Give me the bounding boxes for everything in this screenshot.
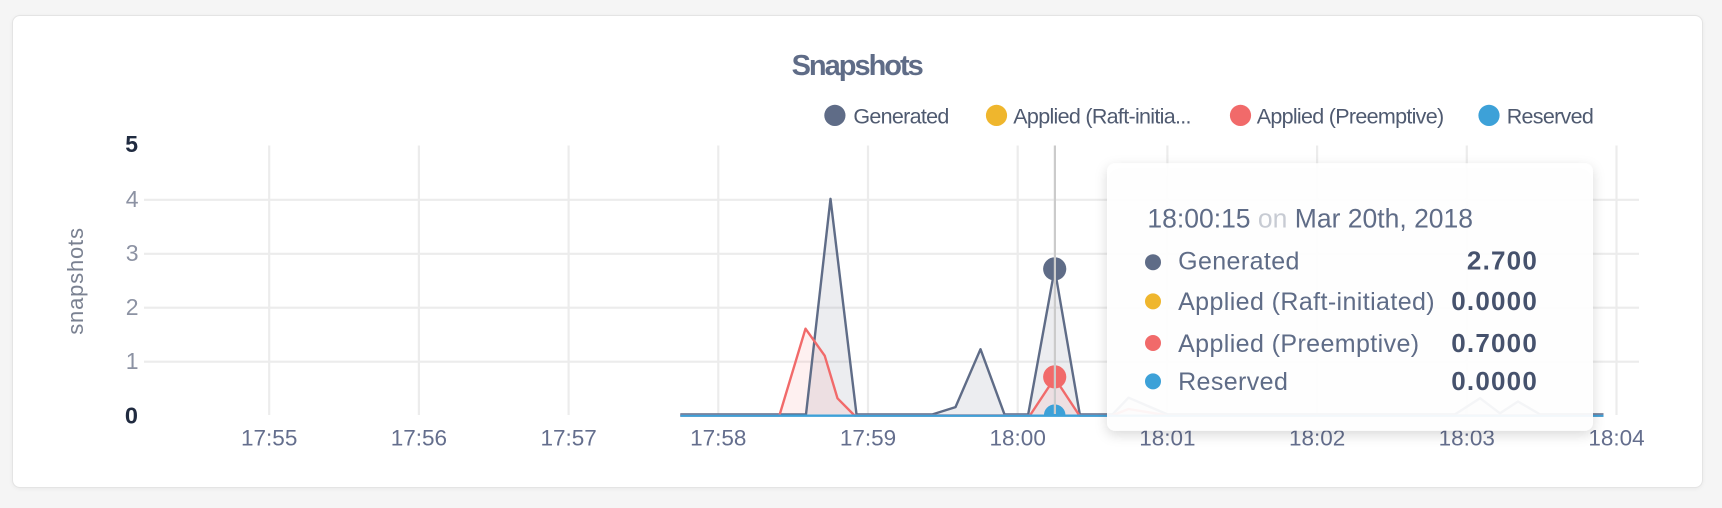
svg-text:Generated: Generated [1178, 248, 1300, 276]
svg-text:4: 4 [126, 186, 139, 212]
svg-text:Snapshots: Snapshots [792, 50, 923, 82]
svg-text:Applied (Raft-initia...: Applied (Raft-initia... [1013, 105, 1190, 129]
svg-text:snapshots: snapshots [63, 227, 88, 335]
svg-text:2.700: 2.700 [1467, 246, 1538, 276]
svg-text:Generated: Generated [853, 105, 948, 129]
svg-text:Applied (Raft-initiated): Applied (Raft-initiated) [1178, 288, 1435, 316]
svg-text:5: 5 [125, 131, 138, 157]
svg-text:18:00:15 on Mar 20th, 2018: 18:00:15 on Mar 20th, 2018 [1147, 204, 1473, 234]
svg-text:Applied (Preemptive): Applied (Preemptive) [1257, 105, 1444, 129]
svg-text:2: 2 [126, 294, 139, 320]
svg-text:0.7000: 0.7000 [1451, 328, 1538, 358]
svg-text:17:57: 17:57 [540, 425, 596, 450]
svg-text:17:58: 17:58 [690, 425, 746, 450]
svg-text:18:04: 18:04 [1588, 425, 1644, 450]
svg-text:Reserved: Reserved [1178, 368, 1288, 396]
svg-text:17:56: 17:56 [391, 425, 447, 450]
svg-text:18:00: 18:00 [990, 425, 1046, 450]
svg-text:Reserved: Reserved [1507, 105, 1593, 129]
svg-text:Applied (Preemptive): Applied (Preemptive) [1178, 330, 1419, 358]
svg-text:17:59: 17:59 [840, 425, 896, 450]
svg-text:0.0000: 0.0000 [1451, 366, 1538, 396]
svg-text:0: 0 [125, 402, 138, 428]
svg-text:17:55: 17:55 [241, 425, 297, 450]
svg-text:3: 3 [126, 240, 139, 266]
svg-text:0.0000: 0.0000 [1451, 286, 1538, 316]
svg-text:1: 1 [126, 348, 139, 374]
